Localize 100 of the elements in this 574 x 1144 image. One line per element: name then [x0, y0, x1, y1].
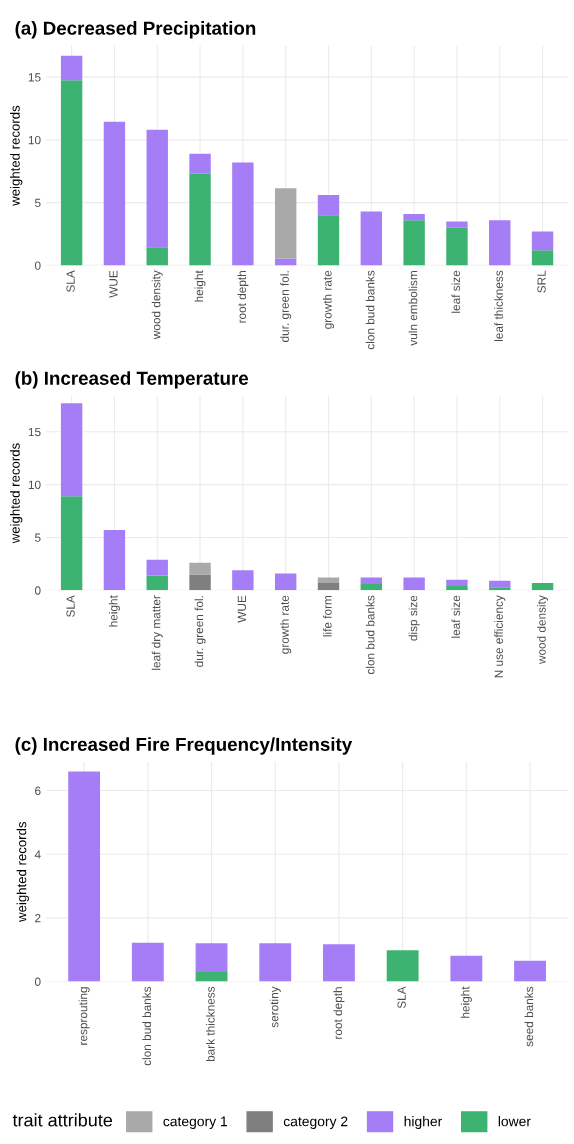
x-tick-label: height: [194, 270, 206, 302]
x-tick-label: clon bud banks: [142, 986, 152, 1066]
bar: [403, 220, 425, 266]
bar: [146, 247, 168, 266]
bar: [489, 220, 511, 266]
bar: [360, 577, 383, 584]
chart-title: (a) Decreased Precipitation: [15, 21, 256, 39]
legend-title: trait attribute: [12, 1113, 113, 1127]
x-tick-label: life form: [322, 595, 332, 637]
x-tick-label: wood density: [151, 270, 163, 340]
x-tick-label: SLA: [66, 595, 75, 617]
x-tick-label: height: [460, 986, 472, 1018]
x-tick-label: WUE: [109, 270, 118, 298]
x-tick-label: root depth: [333, 987, 345, 1039]
y-tick-label: 0: [34, 586, 41, 595]
bar: [60, 80, 83, 266]
bar: [317, 195, 340, 216]
bar: [195, 943, 228, 972]
x-tick-label: vuln embolism: [408, 271, 418, 346]
bar: [60, 55, 83, 81]
bar: [317, 582, 340, 591]
x-tick-label: clon bud banks: [365, 270, 375, 350]
bar: [360, 583, 383, 591]
x-tick-label: disp size: [408, 595, 420, 641]
x-tick-label: serotiny: [269, 986, 281, 1028]
y-tick-label: 5: [34, 198, 41, 208]
y-tick-label: 10: [28, 480, 41, 489]
x-tick-label: clon bud banks: [365, 595, 375, 675]
legend-label: category 1: [163, 1116, 228, 1130]
bar: [131, 942, 164, 982]
bar: [274, 573, 297, 591]
bar: [531, 231, 554, 251]
bar: [446, 579, 468, 587]
y-tick-label: 0: [34, 261, 41, 270]
bar: [317, 577, 340, 583]
bar: [146, 129, 168, 248]
x-tick-label: wood density: [537, 595, 549, 665]
y-tick-label: 10: [28, 135, 41, 145]
bar: [60, 403, 83, 497]
bar: [146, 575, 168, 591]
y-tick-label: 0: [34, 977, 41, 986]
y-axis-title: weighted records: [10, 105, 23, 206]
bar: [259, 943, 292, 982]
x-tick-label: leaf size: [451, 270, 461, 313]
bar: [189, 173, 211, 266]
legend-label: category 2: [283, 1116, 348, 1130]
x-tick-label: seed banks: [524, 986, 534, 1047]
bar: [103, 121, 126, 266]
y-tick-label: 15: [28, 73, 41, 82]
bar: [189, 574, 211, 591]
bar: [189, 153, 211, 174]
bar: [386, 950, 419, 982]
chart-title: (b) Increased Temperature: [15, 371, 249, 389]
chart-title: (c) Increased Fire Frequency/Intensity: [15, 737, 353, 755]
bar: [403, 577, 425, 591]
x-tick-label: leaf size: [451, 595, 461, 638]
y-tick-label: 4: [34, 850, 41, 859]
x-tick-label: dur. green fol.: [280, 271, 292, 342]
x-tick-label: resprouting: [78, 987, 90, 1045]
x-tick-label: height: [108, 595, 120, 627]
bar: [317, 215, 340, 266]
x-tick-label: growth rate: [280, 595, 292, 654]
x-tick-label: dur. green fol.: [194, 596, 206, 667]
x-tick-label: leaf thickness: [494, 270, 503, 341]
y-tick-label: 2: [35, 913, 41, 923]
bar: [489, 587, 511, 591]
y-axis-title: weighted records: [16, 821, 29, 922]
bar: [195, 972, 228, 982]
bar: [274, 188, 297, 259]
bar: [403, 213, 425, 221]
bar: [489, 580, 511, 588]
bar: [446, 227, 468, 266]
y-tick-label: 5: [34, 533, 41, 542]
bar: [103, 530, 126, 591]
x-tick-label: root depth: [237, 271, 249, 323]
bar: [60, 496, 83, 591]
y-tick-label: 15: [28, 427, 41, 437]
bar: [514, 960, 546, 982]
y-tick-label: 6: [35, 786, 41, 795]
x-tick-label: growth rate: [322, 270, 334, 329]
x-tick-label: SLA: [397, 986, 406, 1009]
bar: [446, 221, 468, 228]
bar: [360, 211, 383, 266]
x-tick-label: leaf dry matter: [151, 595, 163, 670]
legend-label: lower: [498, 1116, 531, 1127]
bar: [146, 559, 168, 576]
bar: [232, 162, 254, 266]
legend-label: higher: [404, 1116, 443, 1130]
bar: [232, 570, 254, 591]
y-axis-title: weighted records: [10, 443, 23, 544]
bar: [189, 562, 211, 575]
x-tick-label: WUE: [237, 595, 247, 623]
x-tick-label: N use efficiency: [494, 595, 506, 678]
x-tick-label: bark thickness: [206, 986, 215, 1062]
bar: [531, 582, 554, 591]
bar: [450, 955, 483, 982]
bar: [531, 250, 554, 266]
bar: [323, 944, 355, 982]
x-tick-label: SRL: [537, 270, 546, 293]
bar: [68, 771, 101, 982]
